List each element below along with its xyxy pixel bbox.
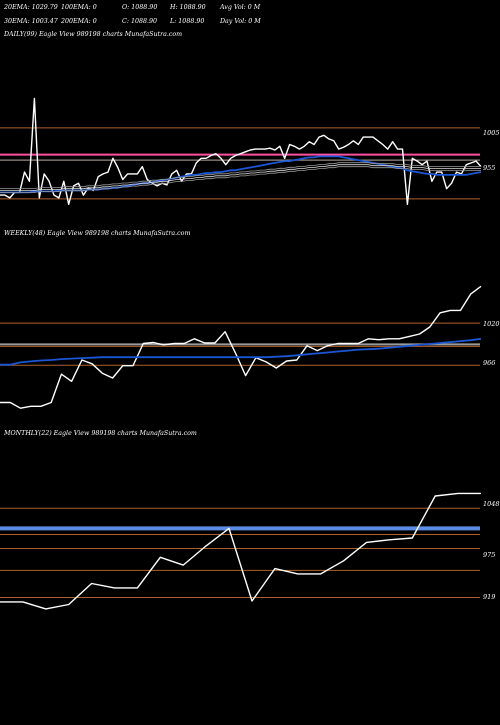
daily-chart-panel: 1005 955: [0, 97, 500, 206]
monthly-chart-title: MONTHLY(22) Eagle View 989198 charts Mun…: [3, 430, 197, 437]
header-close: C: 1088.90: [122, 18, 157, 25]
weekly-y-tick-label: 966: [483, 359, 495, 367]
daily-y-tick-label: 1005: [483, 129, 500, 137]
daily-slow-ema-line: [0, 164, 481, 191]
header-info: 20EMA: 1029.79 100EMA: 0 O: 1088.90 H: 1…: [3, 4, 261, 25]
monthly-y-tick-label: 919: [483, 593, 495, 601]
header-100ema: 100EMA: 0: [61, 4, 97, 11]
weekly-y-tick-label: 1020: [483, 320, 500, 328]
daily-price-line: [0, 97, 482, 206]
header-day-vol: Day Vol: 0 M: [219, 18, 261, 25]
daily-y-tick-label: 955: [483, 164, 495, 172]
header-30ema: 30EMA: 1003.47: [4, 18, 58, 25]
monthly-chart-panel: 1048 975 919: [0, 492, 500, 610]
weekly-chart-panel: 1020 966: [0, 285, 500, 409]
monthly-reference-band: [0, 526, 480, 531]
daily-slow-ema-line: [0, 166, 481, 193]
weekly-ema-line: [0, 337, 482, 366]
header-20ema: 20EMA: 1029.79: [3, 4, 58, 11]
monthly-price-line: [0, 492, 481, 610]
header-200ema: 200EMA: 0: [60, 18, 97, 25]
monthly-y-tick-label: 1048: [483, 500, 500, 508]
daily-slow-ema-line: [0, 162, 481, 189]
monthly-y-tick-label: 975: [483, 551, 495, 559]
daily-chart-title: DAILY(99) Eagle View 989198 charts Munaf…: [3, 31, 182, 38]
weekly-chart-title: WEEKLY(48) Eagle View 989198 charts Muna…: [4, 230, 190, 237]
header-high: H: 1088.90: [169, 4, 206, 11]
weekly-price-line: [0, 285, 482, 409]
header-open: O: 1088.90: [122, 4, 157, 11]
header-avg-vol: Avg Vol: 0 M: [219, 4, 261, 11]
header-low: L: 1088.90: [169, 18, 204, 25]
